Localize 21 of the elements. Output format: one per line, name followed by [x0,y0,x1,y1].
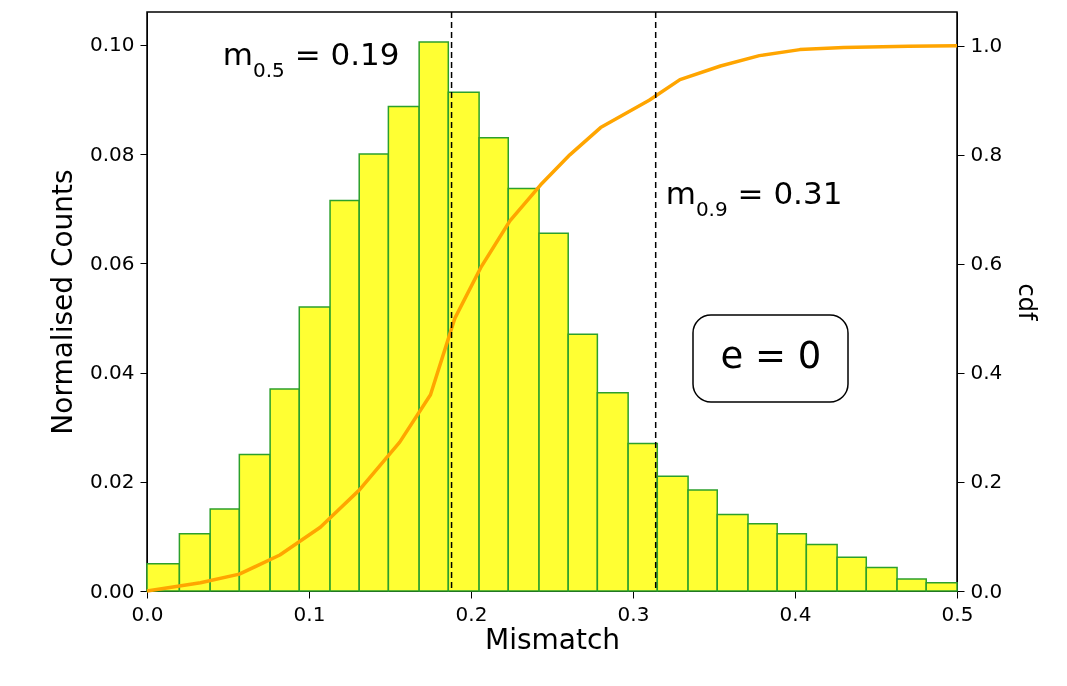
y-tick-label: 0.08 [89,141,135,166]
ref-line-label: m$_{0.9}$ = 0.31 [665,175,843,221]
y-tick-label: 0.06 [89,250,135,275]
y-tick-label: 0.10 [89,32,135,57]
y2-tick-label: 0.4 [970,360,1003,385]
y2-tick-label: 0.6 [970,251,1003,276]
annotation: e = 0 [720,334,822,377]
y-axis-title: Normalised Counts [45,169,79,435]
ref-line-label: m$_{0.5}$ = 0.19 [222,36,400,82]
y2-tick-label: 0.8 [970,142,1003,167]
x-tick-label: 0.1 [293,601,326,626]
y2-tick-label: 0.0 [970,578,1003,603]
x-tick-label: 0.0 [131,601,164,626]
x-tick-label: 0.5 [941,601,974,626]
x-tick-label: 0.4 [779,601,812,626]
y-tick-label: 0.00 [89,578,135,603]
y2-tick-label: 0.2 [970,469,1003,494]
y2-axis-title: cdf [1013,283,1042,321]
y2-tick-label: 1.0 [970,33,1003,58]
y-tick-label: 0.04 [89,360,135,385]
y-tick-label: 0.02 [89,469,135,494]
